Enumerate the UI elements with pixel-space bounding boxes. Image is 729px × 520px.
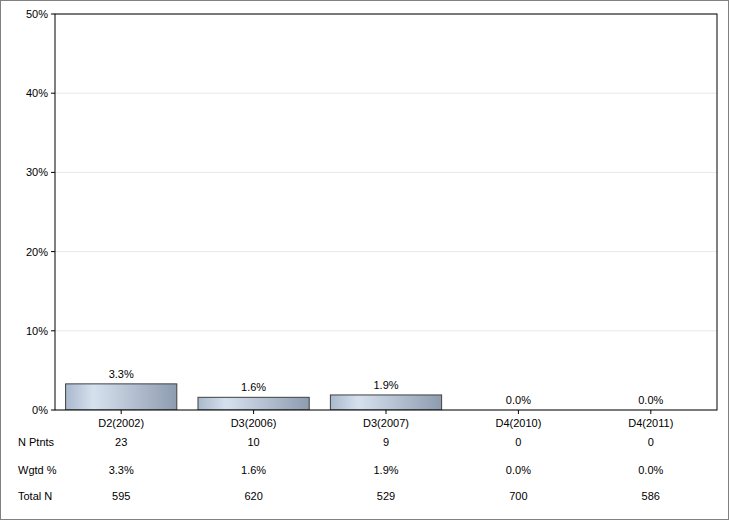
y-tick-label: 50% (26, 8, 48, 20)
y-tick (51, 330, 55, 331)
x-tick (650, 410, 651, 414)
bar (198, 397, 309, 410)
table-cell: 10 (247, 436, 259, 448)
table-cell: 1.9% (373, 464, 398, 476)
grid-line (55, 93, 717, 94)
table-cell: 620 (244, 490, 262, 502)
table-cell: 3.3% (109, 464, 134, 476)
y-tick (51, 251, 55, 252)
bar (66, 384, 177, 410)
chart: 0% 10% 20% 30% 40% 50% 3.3% 1.6% 1.9% 0.0% 0.0% D2(… (0, 0, 729, 520)
grid-line (55, 330, 717, 331)
x-tick (518, 410, 519, 414)
bar (330, 395, 441, 410)
data-label: 1.9% (373, 379, 398, 391)
y-tick-label: 40% (26, 87, 48, 99)
outer-border (1, 1, 729, 520)
data-label: 0.0% (506, 394, 531, 406)
data-label: 3.3% (109, 368, 134, 380)
table-cell: 0 (515, 436, 521, 448)
x-tick-label: D4(2010) (495, 417, 541, 429)
x-tick (253, 410, 254, 414)
y-tick-label: 0% (32, 404, 48, 416)
data-label: 1.6% (241, 381, 266, 393)
table-cell: 529 (377, 490, 395, 502)
table-cell: 0.0% (506, 464, 531, 476)
table-cell: 23 (115, 436, 127, 448)
table-cell: 1.6% (241, 464, 266, 476)
x-tick-label: D3(2007) (363, 417, 409, 429)
table-cell: 586 (642, 490, 660, 502)
table-row-label: Wgtd % (18, 464, 57, 476)
table-cell: 595 (112, 490, 130, 502)
x-tick-label: D3(2006) (231, 417, 277, 429)
y-tick (51, 14, 55, 15)
y-tick (51, 93, 55, 94)
table-row-label: Total N (18, 490, 52, 502)
table-cell: 0.0% (638, 464, 663, 476)
plot-frame (55, 14, 717, 410)
x-tick (386, 410, 387, 414)
y-tick-label: 30% (26, 166, 48, 178)
grid-line (55, 172, 717, 173)
table-cell: 0 (648, 436, 654, 448)
x-tick (121, 410, 122, 414)
table-cell: 9 (383, 436, 389, 448)
table-cell: 700 (509, 490, 527, 502)
y-tick-label: 20% (26, 246, 48, 258)
grid-line (55, 251, 717, 252)
y-tick-label: 10% (26, 325, 48, 337)
x-tick-label: D4(2011) (628, 417, 673, 429)
y-tick (51, 172, 55, 173)
y-tick (51, 410, 55, 411)
table-row-label: N Ptnts (18, 436, 55, 448)
x-tick-label: D2(2002) (98, 417, 144, 429)
data-label: 0.0% (638, 394, 663, 406)
